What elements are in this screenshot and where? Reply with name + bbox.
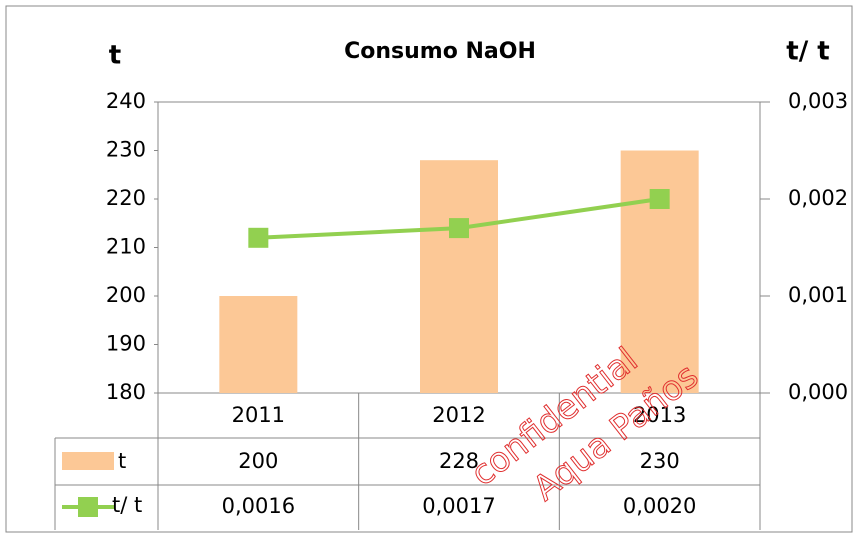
- table-value: 230: [640, 449, 680, 473]
- x-tick-label: 2012: [432, 403, 485, 427]
- y-tick-label: 220: [106, 186, 146, 210]
- y-tick-label: 240: [106, 89, 146, 113]
- bar: [420, 160, 498, 393]
- y2-tick-label: 0,003: [788, 89, 848, 113]
- x-tick-label: 2013: [633, 403, 686, 427]
- chart-title: Consumo NaOH: [344, 39, 536, 64]
- table-value: 200: [238, 449, 278, 473]
- y2-tick-label: 0,000: [788, 380, 848, 404]
- y-tick-label: 210: [106, 235, 146, 259]
- y2-tick-label: 0,001: [788, 283, 848, 307]
- bar: [219, 296, 298, 393]
- table-value: 0,0017: [422, 494, 495, 518]
- y2-axis-label: t/ t: [786, 37, 829, 67]
- y-tick-label: 200: [106, 283, 146, 307]
- marker: [248, 227, 269, 248]
- table-value: 228: [439, 449, 479, 473]
- legend-key: [78, 497, 98, 517]
- y2-tick-label: 0,002: [788, 186, 848, 210]
- x-tick-label: 2011: [232, 403, 285, 427]
- legend-label: t: [118, 449, 126, 473]
- table-value: 0,0016: [222, 494, 295, 518]
- y-axis-label: t: [109, 41, 121, 71]
- table-value: 0,0020: [623, 494, 696, 518]
- legend-key: [62, 452, 114, 470]
- y-tick-label: 180: [106, 380, 146, 404]
- marker: [449, 218, 469, 239]
- legend-label: t/ t: [112, 493, 142, 517]
- y-tick-label: 230: [106, 138, 146, 162]
- marker: [649, 189, 670, 209]
- y-tick-label: 190: [106, 332, 146, 356]
